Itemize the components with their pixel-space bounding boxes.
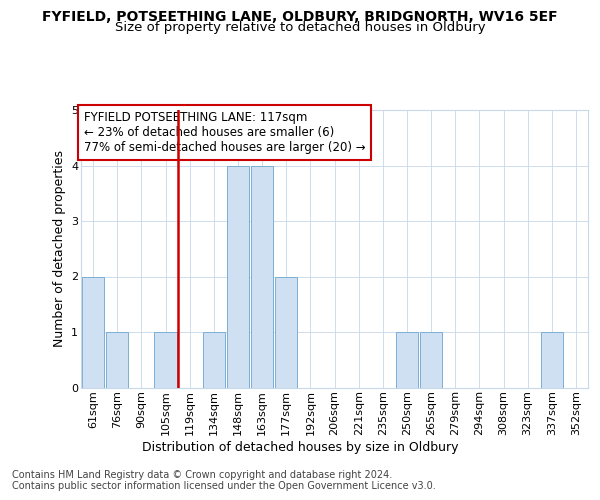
Bar xyxy=(396,332,418,388)
Bar xyxy=(106,332,128,388)
Bar xyxy=(541,332,563,388)
Bar xyxy=(227,166,249,388)
Bar xyxy=(203,332,225,388)
Text: FYFIELD POTSEETHING LANE: 117sqm
← 23% of detached houses are smaller (6)
77% of: FYFIELD POTSEETHING LANE: 117sqm ← 23% o… xyxy=(83,112,365,154)
Bar xyxy=(251,166,273,388)
Text: Contains public sector information licensed under the Open Government Licence v3: Contains public sector information licen… xyxy=(12,481,436,491)
Bar xyxy=(420,332,442,388)
Text: FYFIELD, POTSEETHING LANE, OLDBURY, BRIDGNORTH, WV16 5EF: FYFIELD, POTSEETHING LANE, OLDBURY, BRID… xyxy=(42,10,558,24)
Bar xyxy=(275,276,298,388)
Text: Contains HM Land Registry data © Crown copyright and database right 2024.: Contains HM Land Registry data © Crown c… xyxy=(12,470,392,480)
Text: Size of property relative to detached houses in Oldbury: Size of property relative to detached ho… xyxy=(115,21,485,34)
Bar xyxy=(82,276,104,388)
Bar xyxy=(154,332,176,388)
Y-axis label: Number of detached properties: Number of detached properties xyxy=(53,150,65,347)
Text: Distribution of detached houses by size in Oldbury: Distribution of detached houses by size … xyxy=(142,441,458,454)
